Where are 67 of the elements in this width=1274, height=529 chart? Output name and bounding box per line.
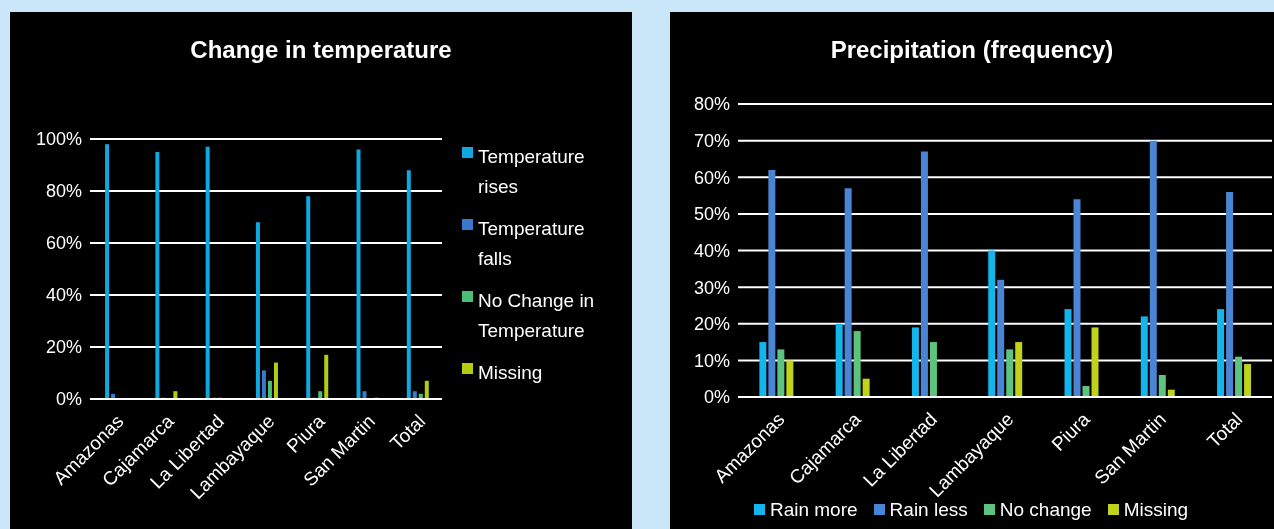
bar bbox=[920, 151, 928, 397]
legend-label: No Change in Temperature bbox=[478, 289, 596, 343]
bar bbox=[362, 391, 367, 399]
bar bbox=[929, 342, 937, 397]
legend-label: Rain more bbox=[769, 499, 858, 521]
bar bbox=[1140, 316, 1148, 397]
bar bbox=[1015, 342, 1023, 397]
y-tick-label: 40% bbox=[45, 285, 82, 306]
y-tick-label: 0% bbox=[55, 389, 82, 410]
bar bbox=[844, 188, 852, 397]
chart-title: Change in temperature bbox=[189, 36, 453, 64]
bar bbox=[1006, 349, 1014, 397]
y-tick-label: 30% bbox=[693, 277, 730, 298]
bar bbox=[306, 196, 311, 399]
bar bbox=[786, 360, 794, 397]
bar bbox=[911, 327, 919, 397]
y-tick-label: 60% bbox=[45, 233, 82, 254]
y-tick-label: 50% bbox=[693, 204, 730, 225]
bar bbox=[324, 354, 329, 399]
bar bbox=[267, 380, 272, 399]
y-tick-label: 0% bbox=[703, 387, 730, 408]
bar bbox=[1073, 199, 1081, 397]
bar bbox=[255, 222, 260, 399]
bar bbox=[1064, 309, 1072, 397]
bar bbox=[862, 378, 870, 397]
bar bbox=[997, 279, 1005, 397]
y-tick-label: 100% bbox=[35, 129, 82, 150]
legend-label: No change bbox=[999, 499, 1092, 521]
bar bbox=[424, 380, 429, 399]
bar bbox=[1149, 140, 1157, 397]
y-tick-label: 70% bbox=[693, 131, 730, 152]
bar bbox=[835, 323, 843, 397]
bar bbox=[768, 169, 776, 397]
bar bbox=[155, 152, 160, 399]
bar bbox=[261, 370, 266, 399]
bar bbox=[1158, 375, 1166, 397]
bar bbox=[318, 391, 323, 399]
bar bbox=[777, 349, 785, 397]
bar bbox=[988, 250, 996, 397]
y-tick-label: 80% bbox=[45, 181, 82, 202]
bar bbox=[273, 362, 278, 399]
bar bbox=[759, 342, 767, 397]
legend-label: Temperature rises bbox=[478, 145, 586, 199]
y-tick-label: 60% bbox=[693, 167, 730, 188]
bar bbox=[1226, 191, 1234, 397]
legend-label: Missing bbox=[478, 361, 543, 385]
chart-title: Precipitation (frequency) bbox=[829, 36, 1115, 64]
bar bbox=[1082, 386, 1090, 397]
bar bbox=[1091, 327, 1099, 397]
bar bbox=[1235, 356, 1243, 397]
bar bbox=[1244, 364, 1252, 397]
bar bbox=[356, 149, 361, 399]
bar bbox=[406, 170, 411, 399]
y-tick-label: 20% bbox=[693, 314, 730, 335]
y-tick-label: 20% bbox=[45, 337, 82, 358]
bar bbox=[853, 331, 861, 397]
bar bbox=[205, 146, 210, 399]
bar bbox=[105, 144, 110, 399]
y-tick-label: 40% bbox=[693, 240, 730, 261]
legend-label: Temperature falls bbox=[478, 217, 586, 271]
bar bbox=[412, 391, 417, 399]
legend-label: Missing bbox=[1123, 499, 1189, 521]
bar bbox=[1217, 309, 1225, 397]
bar bbox=[173, 391, 178, 399]
legend-label: Rain less bbox=[889, 499, 968, 521]
y-tick-label: 80% bbox=[693, 94, 730, 115]
y-tick-label: 10% bbox=[693, 350, 730, 371]
